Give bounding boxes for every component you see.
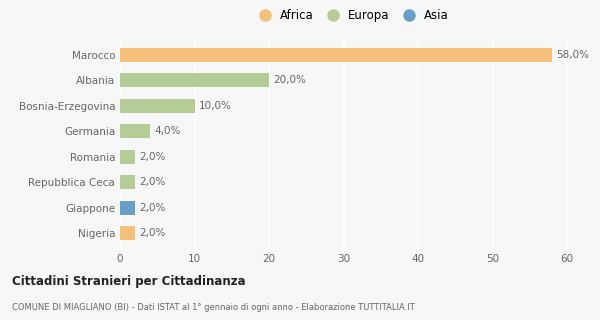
Bar bbox=[120, 73, 269, 87]
Text: 10,0%: 10,0% bbox=[199, 101, 232, 111]
Text: COMUNE DI MIAGLIANO (BI) - Dati ISTAT al 1° gennaio di ogni anno - Elaborazione : COMUNE DI MIAGLIANO (BI) - Dati ISTAT al… bbox=[12, 303, 415, 312]
Legend: Africa, Europa, Asia: Africa, Europa, Asia bbox=[251, 6, 451, 24]
Text: Cittadini Stranieri per Cittadinanza: Cittadini Stranieri per Cittadinanza bbox=[12, 275, 245, 288]
Text: 4,0%: 4,0% bbox=[154, 126, 181, 136]
Text: 58,0%: 58,0% bbox=[557, 50, 590, 60]
Bar bbox=[120, 226, 135, 240]
Text: 2,0%: 2,0% bbox=[139, 228, 166, 238]
Bar bbox=[120, 99, 194, 113]
Bar bbox=[120, 175, 135, 189]
Text: 2,0%: 2,0% bbox=[139, 152, 166, 162]
Bar bbox=[120, 201, 135, 215]
Text: 2,0%: 2,0% bbox=[139, 203, 166, 212]
Bar bbox=[120, 124, 150, 138]
Bar bbox=[120, 48, 552, 62]
Text: 20,0%: 20,0% bbox=[274, 76, 307, 85]
Bar bbox=[120, 150, 135, 164]
Text: 2,0%: 2,0% bbox=[139, 177, 166, 187]
